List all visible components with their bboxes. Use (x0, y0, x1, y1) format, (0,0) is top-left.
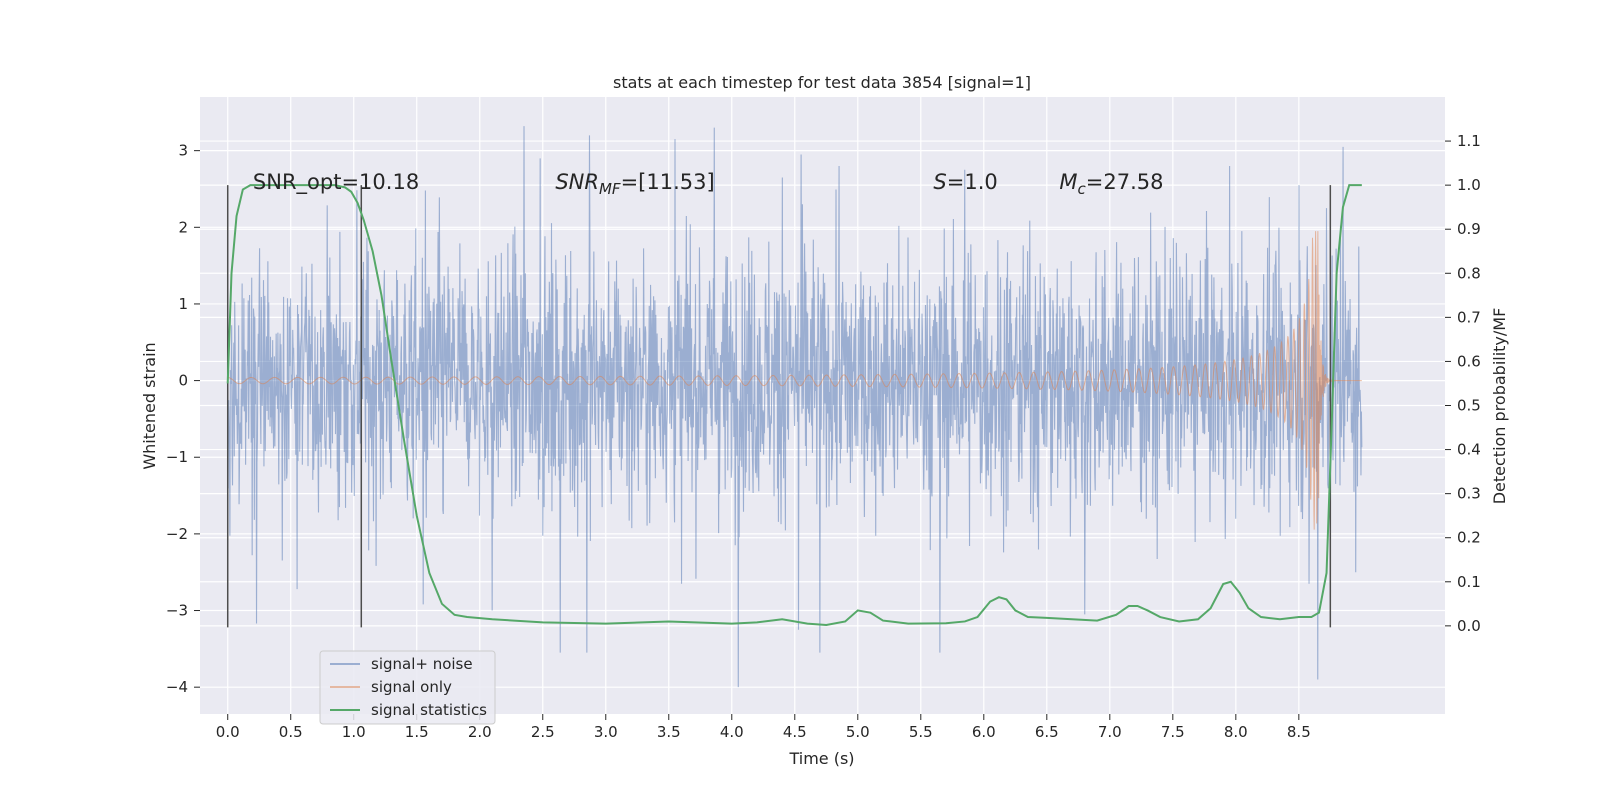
x-tick-label: 1.5 (405, 723, 429, 741)
y-tick-label: −4 (166, 678, 188, 696)
x-tick-label: 5.0 (846, 723, 870, 741)
y2-tick-label: 0.7 (1457, 308, 1481, 326)
x-tick-label: 2.0 (468, 723, 492, 741)
y2-tick-label: 0.0 (1457, 617, 1481, 635)
legend-label-signal-noise: signal+ noise (371, 655, 473, 673)
y2-tick-label: 0.6 (1457, 352, 1481, 370)
y-tick-label: 0 (178, 372, 188, 390)
x-tick-label: 6.5 (1035, 723, 1059, 741)
legend-label-signal-statistics: signal statistics (371, 701, 487, 719)
x-tick-label: 3.0 (594, 723, 618, 741)
y-ticks: 3 2 1 0 −1 −2 −3 −4 (166, 142, 200, 696)
x-ticks: 0.0 0.5 1.0 1.5 2.0 2.5 3.0 3.5 4.0 4.5 5.0 5.5 6.0 6… (216, 714, 1311, 741)
x-tick-label: 4.0 (720, 723, 744, 741)
x-tick-label: 6.0 (972, 723, 996, 741)
legend-label-signal-only: signal only (371, 678, 452, 696)
series-signal-statistics (226, 184, 1362, 626)
x-tick-label: 0.5 (279, 723, 303, 741)
y-tick-label: −1 (166, 448, 188, 466)
x-tick-label: 4.5 (783, 723, 807, 741)
y2-tick-label: 0.8 (1457, 264, 1481, 282)
y2-tick-label: 0.9 (1457, 220, 1481, 238)
y-tick-label: 3 (178, 142, 188, 160)
y2-tick-label: 0.1 (1457, 573, 1481, 591)
x-tick-label: 2.5 (531, 723, 555, 741)
x-tick-label: 7.5 (1161, 723, 1185, 741)
annotation-value: =1.0 (947, 170, 998, 194)
annotation-snr-opt: SNR_opt=10.18 (253, 170, 419, 195)
chart-title: stats at each timestep for test data 385… (613, 73, 1031, 92)
annotations: SNR_opt=10.18 SNRMF=[11.53] S=1.0 Mc=27.58 (253, 170, 1164, 198)
y-tick-label: 2 (178, 218, 188, 236)
series-signal-only (227, 231, 1362, 530)
annotation-subscript: MF (599, 180, 621, 198)
y-axis-label: Whitened strain (140, 342, 159, 469)
annotation-snr-mf: SNRMF=[11.53] (555, 170, 714, 198)
x-axis-label: Time (s) (788, 749, 854, 768)
annotation-symbol: S (933, 170, 946, 194)
x-tick-label: 3.5 (657, 723, 681, 741)
y-tick-label: −2 (166, 525, 188, 543)
y2-tick-label: 0.4 (1457, 441, 1481, 459)
series-signal-noise (227, 126, 1363, 688)
x-tick-label: 5.5 (909, 723, 933, 741)
annotation-mc-value: Mc=27.58 (1059, 170, 1163, 198)
y-tick-label: 1 (178, 295, 188, 313)
signal-trace (227, 231, 1362, 530)
annotation-symbol: SNR (555, 170, 599, 194)
x-tick-label: 8.5 (1287, 723, 1311, 741)
y2-tick-label: 1.0 (1457, 176, 1481, 194)
statistics-trace (226, 184, 1362, 626)
x-tick-label: 8.0 (1224, 723, 1248, 741)
x-tick-label: 1.0 (342, 723, 366, 741)
vertical-markers (226, 185, 1332, 628)
y2-tick-label: 1.1 (1457, 132, 1481, 150)
legend: signal+ noise signal only signal statist… (319, 650, 496, 725)
noise-trace (227, 126, 1363, 688)
y2-tick-label: 0.3 (1457, 485, 1481, 503)
annotation-s-value: S=1.0 (933, 170, 997, 194)
annotation-subscript: c (1078, 180, 1087, 198)
annotation-value: =27.58 (1086, 170, 1164, 194)
annotation-value: =[11.53] (621, 170, 715, 194)
y2-tick-label: 0.2 (1457, 529, 1481, 547)
y2-ticks: 1.1 1.0 0.9 0.8 0.7 0.6 0.5 0.4 0.3 0.2 0.1 0.0 (1445, 132, 1481, 635)
legend-box (319, 650, 496, 725)
y2-tick-label: 0.5 (1457, 397, 1481, 415)
y2-axis-label: Detection probability/MF (1490, 308, 1509, 505)
annotation-symbol: M (1059, 170, 1077, 194)
x-tick-label: 7.0 (1098, 723, 1122, 741)
x-tick-label: 0.0 (216, 723, 240, 741)
y-tick-label: −3 (166, 602, 188, 620)
